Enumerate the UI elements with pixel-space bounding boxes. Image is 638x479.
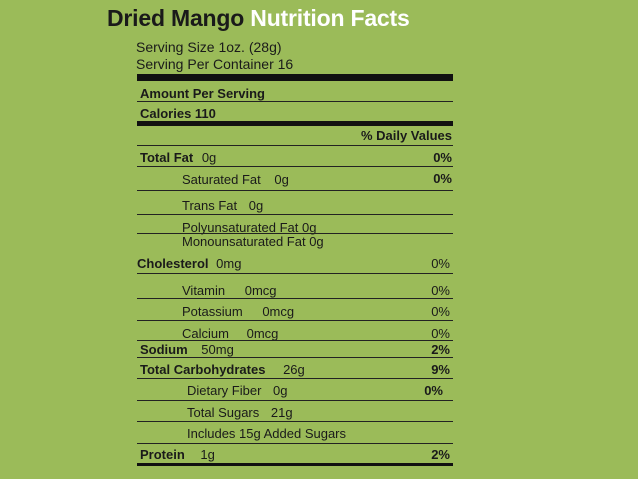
monounsaturated-fat: Monounsaturated Fat 0g: [182, 234, 324, 249]
vitamin-dv: 0%: [431, 283, 450, 298]
daily-values-header: % Daily Values: [360, 128, 452, 143]
divider: [137, 273, 453, 274]
calories: Calories 110: [140, 106, 216, 121]
dietary-fiber-row: Dietary Fiber 0g: [187, 383, 288, 398]
cholesterol-dv: 0%: [431, 256, 450, 271]
calcium-label: Calcium: [182, 326, 229, 341]
amount-per-serving: Amount Per Serving: [140, 86, 265, 101]
total-sugars-row: Total Sugars 21g: [187, 405, 293, 420]
total-fat-dv: 0%: [433, 150, 452, 165]
saturated-fat-dv: 0%: [433, 171, 452, 186]
cholesterol-amount: 0mg: [216, 256, 242, 271]
protein-label: Protein: [140, 447, 185, 462]
nutrition-facts-heading: Nutrition Facts: [250, 5, 410, 31]
divider: [137, 340, 453, 341]
added-sugars: Includes 15g Added Sugars: [187, 426, 347, 441]
polyunsaturated-fat: Polyunsaturated Fat 0g: [182, 220, 317, 235]
dietary-fiber-dv: 0%: [424, 383, 443, 398]
total-sugars-amount: 21g: [270, 405, 293, 420]
cholesterol-row: Cholesterol 0mg: [137, 256, 241, 271]
divider: [137, 233, 453, 234]
vitamin-label: Vitamin: [182, 283, 226, 298]
total-fat-row: Total Fat 0g: [140, 150, 216, 165]
total-fat-amount: 0g: [201, 150, 217, 165]
divider: [137, 145, 453, 146]
protein-amount: 1g: [200, 447, 215, 462]
divider: [137, 443, 453, 444]
serving-size: Serving Size 1oz. (28g): [136, 39, 282, 55]
divider: [137, 166, 453, 167]
sodium-amount: 50mg: [201, 342, 234, 357]
protein-row: Protein 1g: [140, 447, 215, 462]
top-thick-bar: [137, 74, 453, 81]
potassium-amount: 0mcg: [262, 304, 295, 319]
divider: [137, 400, 453, 401]
page-title: Dried Mango Nutrition Facts: [107, 5, 410, 32]
vitamin-row: Vitamin 0mcg: [182, 283, 277, 298]
saturated-fat-row: Saturated Fat 0g: [182, 172, 289, 187]
divider: [137, 190, 453, 191]
sodium-row: Sodium 50mg: [140, 342, 234, 357]
calories-thick-bar: [137, 121, 453, 126]
divider: [137, 214, 453, 215]
calcium-dv: 0%: [431, 326, 450, 341]
dietary-fiber-amount: 0g: [273, 383, 288, 398]
servings-per-container: Serving Per Container 16: [136, 56, 294, 72]
divider: [137, 298, 453, 299]
divider: [137, 421, 453, 422]
total-carbohydrates-label: Total Carbohydrates: [140, 362, 266, 377]
dietary-fiber-label: Dietary Fiber: [187, 383, 262, 398]
total-carbohydrates-amount: 26g: [283, 362, 305, 377]
divider: [137, 378, 453, 379]
divider: [137, 357, 453, 358]
divider: [137, 320, 453, 321]
total-carbohydrates-row: Total Carbohydrates 26g: [140, 362, 305, 377]
product-name: Dried Mango: [107, 5, 245, 31]
potassium-label: Potassium: [182, 304, 243, 319]
total-fat-label: Total Fat: [140, 150, 194, 165]
calcium-amount: 0mcg: [246, 326, 279, 341]
trans-fat-label: Trans Fat: [182, 198, 238, 213]
trans-fat-row: Trans Fat 0g: [182, 198, 263, 213]
cholesterol-label: Cholesterol: [137, 256, 209, 271]
saturated-fat-label: Saturated Fat: [182, 172, 261, 187]
trans-fat-amount: 0g: [248, 198, 264, 213]
potassium-row: Potassium 0mcg: [182, 304, 294, 319]
sodium-label: Sodium: [140, 342, 188, 357]
calcium-row: Calcium 0mcg: [182, 326, 278, 341]
sodium-dv: 2%: [431, 342, 450, 357]
total-sugars-label: Total Sugars: [187, 405, 260, 420]
vitamin-amount: 0mcg: [244, 283, 277, 298]
potassium-dv: 0%: [431, 304, 450, 319]
saturated-fat-amount: 0g: [274, 172, 289, 187]
bottom-bar: [137, 463, 453, 466]
total-carbohydrates-dv: 9%: [431, 362, 450, 377]
protein-dv: 2%: [431, 447, 450, 462]
divider: [137, 101, 453, 102]
